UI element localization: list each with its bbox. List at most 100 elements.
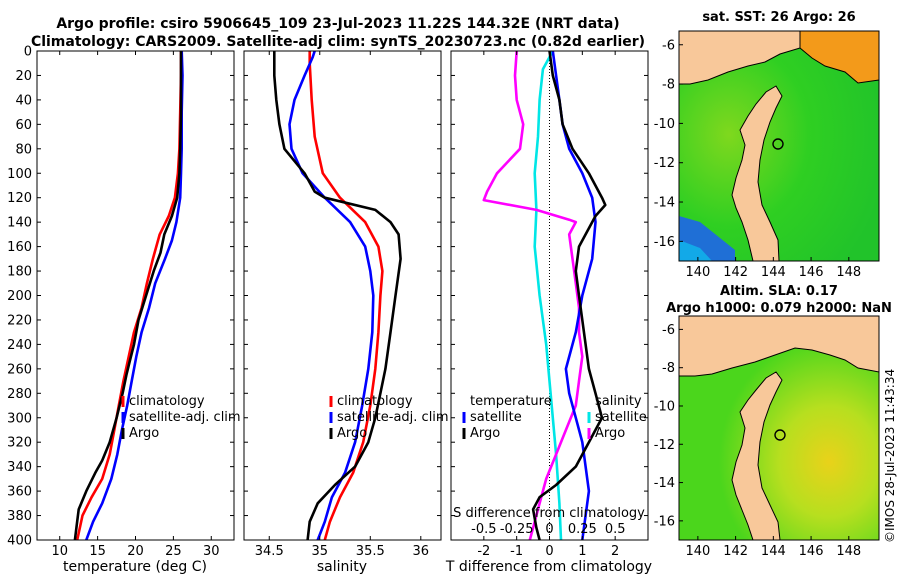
x-tick-label: 1 (578, 544, 586, 559)
map-lat-label: -8 (662, 361, 675, 376)
map-lon-label: 146 (799, 265, 824, 280)
difference-panel: -2 -1 0 1 2 -0.5 -0.25 0 0.25 0.5 (450, 50, 649, 559)
sla-map-image (679, 316, 879, 540)
sla-map-subtitle: Argo h1000: 0.079 h2000: NaN (666, 301, 892, 316)
y-tick-label: 40 (15, 93, 32, 108)
y-tick-label: 160 (7, 240, 32, 255)
difference-top-x-label: S difference from climatology (453, 506, 645, 521)
top-x-tick-label: 0.25 (568, 522, 597, 537)
x-tick-label: 2 (611, 544, 619, 559)
legend-label-argo: Argo (337, 426, 367, 441)
sst-map-axes: -6 -8 -10 -12 -14 -16 140 142 144 146 148 (654, 38, 861, 280)
legend-label-satellite: satellite-adj. clim (129, 410, 241, 425)
top-x-tick-label: 0 (545, 522, 553, 537)
map-lon-label: 146 (799, 544, 824, 559)
salinity-legend: climatology satellite-adj. clim Argo (329, 394, 449, 441)
y-tick-label: 280 (7, 387, 32, 402)
legend-label-climatology: climatology (337, 394, 413, 409)
series-climatology (308, 51, 384, 540)
legend-label-sal-satellite: satellite (595, 410, 647, 425)
salinity-x-label: salinity (317, 559, 367, 575)
map-lat-label: -16 (654, 235, 675, 250)
x-tick-label: -1 (510, 544, 523, 559)
map-lon-label: 142 (723, 544, 748, 559)
sst-land-north (679, 31, 801, 85)
y-tick-label: 140 (7, 216, 32, 231)
map-lon-label: 140 (685, 265, 710, 280)
plot-frame (450, 50, 649, 541)
y-tick-label: 320 (7, 436, 32, 451)
x-tick-label: 0 (545, 544, 553, 559)
x-tick-label: 15 (89, 544, 106, 559)
sst-map-image (679, 31, 879, 261)
difference-x-label: T difference from climatology (445, 559, 652, 575)
y-tick-label: 260 (7, 362, 32, 377)
top-x-tick-label: -0.25 (500, 522, 534, 537)
map-lat-label: -14 (654, 196, 675, 211)
plot-frame (243, 50, 442, 541)
legend-label-argo: Argo (129, 426, 159, 441)
top-x-tick-label: 0.5 (605, 522, 626, 537)
map-lon-label: 148 (836, 265, 861, 280)
difference-legend: temperature satellite Argo salinity sate… (462, 394, 647, 441)
y-tick-label: 120 (7, 191, 32, 206)
legend-label-climatology: climatology (129, 394, 205, 409)
sla-map-title: Altim. SLA: 0.17 (720, 284, 838, 299)
y-tick-label: 100 (7, 167, 32, 182)
map-lon-label: 144 (761, 544, 786, 559)
y-tick-label: 60 (15, 118, 32, 133)
sla-map-axes: -6 -8 -10 -12 -14 -16 140 142 144 146 148 (654, 323, 861, 559)
sst-map-frame (678, 30, 880, 262)
map-lat-label: -6 (662, 323, 675, 338)
y-tick-label: 400 (7, 534, 32, 549)
x-tick-label: 20 (127, 544, 144, 559)
series-salinity-satellite (533, 51, 563, 540)
sla-argo-marker (774, 429, 786, 441)
sla-land-cape-york (731, 371, 783, 540)
x-tick-label: 34.5 (255, 544, 284, 559)
top-x-tick-label: -0.5 (471, 522, 496, 537)
title-line-1: Argo profile: csiro 5906645_109 23-Jul-2… (56, 16, 619, 32)
series-satellite-adj-clim (85, 51, 184, 540)
sst-cold-core (679, 240, 712, 261)
y-tick-label: 80 (15, 142, 32, 157)
y-tick-label: 240 (7, 338, 32, 353)
title-line-2: Climatology: CARS2009. Satellite-adj cli… (31, 34, 645, 50)
y-tick-label: 20 (15, 69, 32, 84)
y-tick-label: 180 (7, 265, 32, 280)
map-lon-label: 140 (685, 544, 710, 559)
x-tick-label: 25 (165, 544, 182, 559)
legend-title-salinity: salinity (595, 394, 642, 409)
map-lon-label: 148 (836, 544, 861, 559)
map-lat-label: -8 (662, 78, 675, 93)
map-lat-label: -16 (654, 514, 675, 529)
legend-label-satellite: satellite-adj. clim (337, 410, 449, 425)
y-tick-label: 200 (7, 289, 32, 304)
y-tick-label: 300 (7, 411, 32, 426)
map-lat-label: -12 (654, 438, 675, 453)
legend-label-sal-argo: Argo (595, 426, 625, 441)
sst-land-new-guinea (799, 31, 879, 84)
salinity-panel: 34.5 35 35.5 36 (243, 50, 442, 559)
legend-label-temp-satellite: satellite (470, 410, 522, 425)
x-tick-label: 35 (311, 544, 328, 559)
series-argo (73, 51, 183, 540)
imos-watermark: ©IMOS 28-Jul-2023 11:43:34 (883, 369, 897, 543)
sst-map-title: sat. SST: 26 Argo: 26 (702, 10, 855, 25)
x-tick-label: 36 (413, 544, 430, 559)
x-tick-label: 10 (51, 544, 68, 559)
sla-land-north (679, 316, 879, 377)
y-tick-label: 360 (7, 485, 32, 500)
series-argo (272, 51, 402, 540)
map-lat-label: -6 (662, 38, 675, 53)
temperature-legend: climatology satellite-adj. clim Argo (121, 394, 241, 441)
series-climatology (75, 51, 183, 540)
sla-map-frame (678, 315, 880, 541)
series-temperature-argo (531, 51, 607, 540)
series-salinity-argo (482, 51, 584, 540)
map-lon-label: 142 (723, 265, 748, 280)
y-tick-label: 220 (7, 313, 32, 328)
sst-land-cape-york (731, 85, 783, 261)
map-lon-label: 144 (761, 265, 786, 280)
